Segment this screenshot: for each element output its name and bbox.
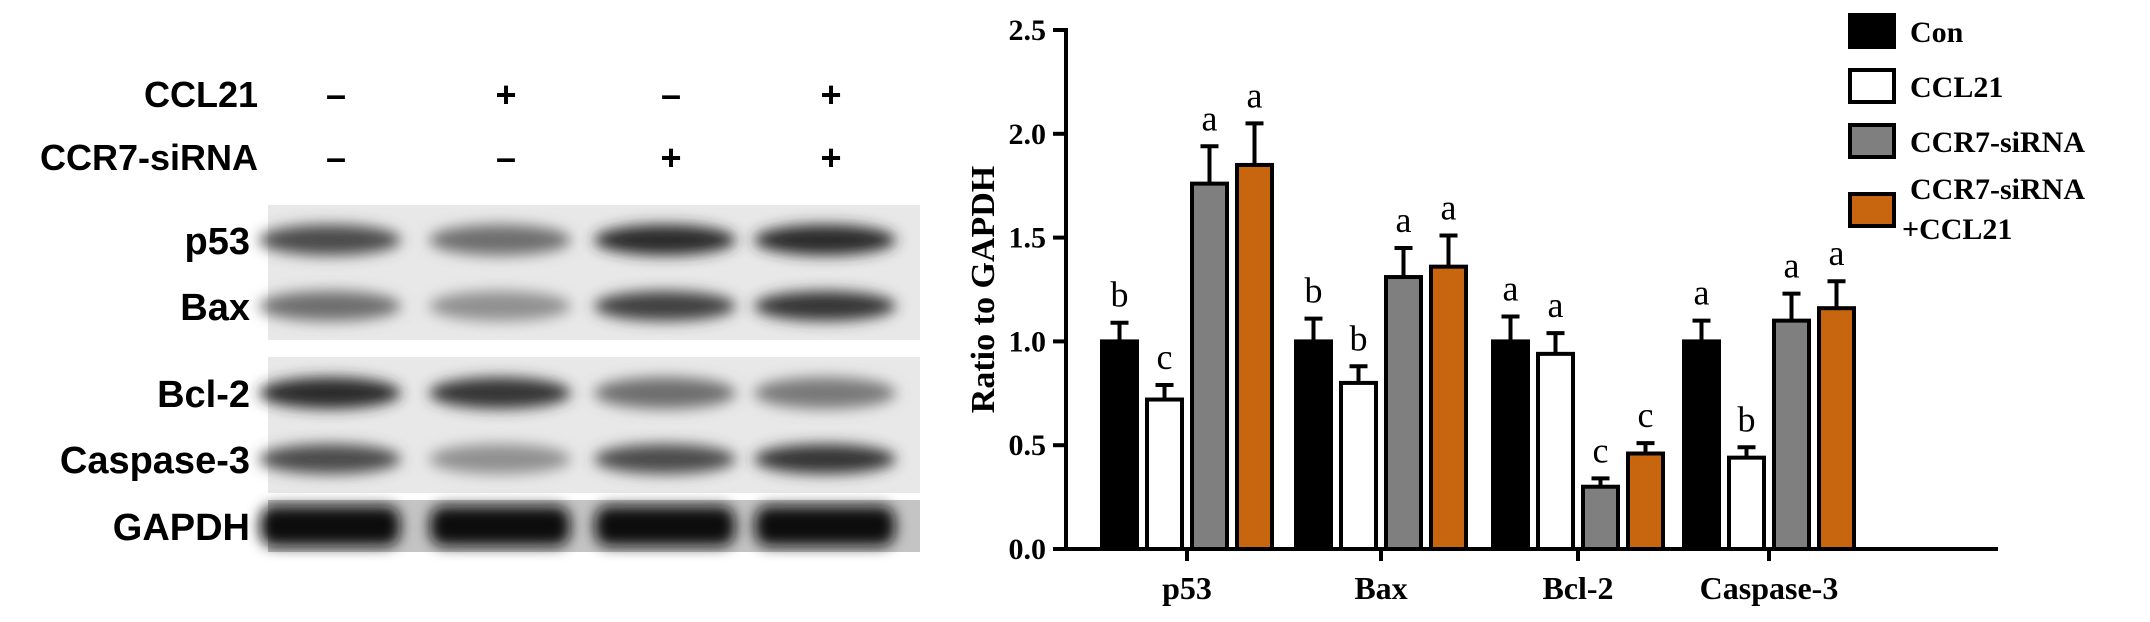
protein-band <box>754 291 896 321</box>
protein-band <box>594 291 736 321</box>
protein-band <box>259 377 401 409</box>
legend-swatch <box>1848 192 1896 228</box>
legend-swatch <box>1848 123 1896 159</box>
legend-swatch <box>1848 68 1896 104</box>
protein-band <box>429 291 571 321</box>
bar <box>1682 339 1721 551</box>
protein-band <box>429 377 571 409</box>
x-tick-label: Caspase-3 <box>1700 570 1839 606</box>
protein-band <box>259 224 401 256</box>
significance-letter: a <box>1441 188 1457 228</box>
protein-band <box>430 506 570 546</box>
protein-label: GAPDH <box>113 507 250 549</box>
significance-letter: c <box>1157 337 1173 377</box>
protein-band <box>594 377 736 409</box>
significance-letter: c <box>1638 395 1654 435</box>
protein-band <box>259 444 401 474</box>
bar <box>1100 339 1139 551</box>
treatment-sign: + <box>820 137 841 178</box>
x-tick-label: p53 <box>1162 570 1212 606</box>
protein-band <box>429 224 571 256</box>
protein-band <box>259 291 401 321</box>
x-tick-label: Bcl-2 <box>1542 570 1613 606</box>
protein-band <box>595 506 735 546</box>
protein-label: Bax <box>180 287 250 329</box>
treatment-sign: + <box>820 74 841 115</box>
bar <box>1429 264 1468 551</box>
significance-letter: a <box>1503 268 1519 308</box>
bar <box>1384 275 1423 551</box>
significance-letter: a <box>1784 246 1800 286</box>
y-tick-label: 2.5 <box>1009 14 1047 47</box>
y-tick-label: 1.0 <box>1009 325 1047 358</box>
y-tick-label: 2.0 <box>1009 118 1047 151</box>
treatment-sign: – <box>661 74 681 115</box>
significance-letter: a <box>1829 233 1845 273</box>
treatment-label-0: CCL21 <box>144 74 258 115</box>
y-tick-label: 1.5 <box>1009 222 1047 255</box>
treatment-sign: – <box>326 137 346 178</box>
significance-letter: b <box>1305 271 1323 311</box>
bar <box>1626 451 1665 551</box>
y-tick-label: 0.0 <box>1009 533 1047 566</box>
y-tick-label: 0.5 <box>1009 429 1047 462</box>
significance-letter: a <box>1202 98 1218 138</box>
bar <box>1817 306 1856 551</box>
protein-band <box>429 444 571 474</box>
bar <box>1772 318 1811 552</box>
legend-label: CCR7-siRNA +CCL21 <box>1902 173 2085 246</box>
protein-band <box>594 224 736 256</box>
bar <box>1235 162 1274 551</box>
legend-label: Con <box>1910 16 1964 49</box>
significance-letter: a <box>1548 285 1564 325</box>
y-axis-label: Ratio to GAPDH <box>965 166 1002 413</box>
bar <box>1339 380 1378 552</box>
bar <box>1727 455 1766 552</box>
significance-letter: a <box>1694 273 1710 313</box>
bar <box>1294 339 1333 551</box>
bar <box>1145 397 1184 552</box>
bar <box>1491 339 1530 551</box>
protein-band <box>594 444 736 474</box>
western-blot-panel: CCL21 – + – + CCR7-siRNA – – + + p53 Bax Bcl-2 Caspas… <box>40 74 920 552</box>
treatment-label-1: CCR7-siRNA <box>40 137 258 178</box>
protein-label: Bcl-2 <box>157 374 250 416</box>
treatment-sign: + <box>495 74 516 115</box>
protein-band <box>754 444 896 474</box>
significance-letter: b <box>1111 275 1129 315</box>
legend-label: CCR7-siRNA <box>1910 126 2085 159</box>
protein-band <box>755 506 895 546</box>
bar <box>1536 351 1575 551</box>
treatment-sign: – <box>496 137 516 178</box>
protein-band <box>754 377 896 409</box>
significance-letter: a <box>1396 200 1412 240</box>
significance-letter: b <box>1738 399 1756 439</box>
x-tick-label: Bax <box>1354 570 1407 606</box>
significance-letter: c <box>1593 430 1609 470</box>
treatment-sign: + <box>660 137 681 178</box>
legend-label: CCL21 <box>1910 71 2003 104</box>
protein-label: Caspase-3 <box>60 440 250 482</box>
treatment-sign: – <box>326 74 346 115</box>
bar <box>1190 181 1229 551</box>
protein-band <box>260 506 400 546</box>
legend-swatch <box>1848 13 1896 49</box>
significance-letter: b <box>1350 318 1368 358</box>
significance-letter: a <box>1247 75 1263 115</box>
bar <box>1581 484 1620 551</box>
protein-band <box>754 224 896 256</box>
protein-label: p53 <box>185 221 250 263</box>
